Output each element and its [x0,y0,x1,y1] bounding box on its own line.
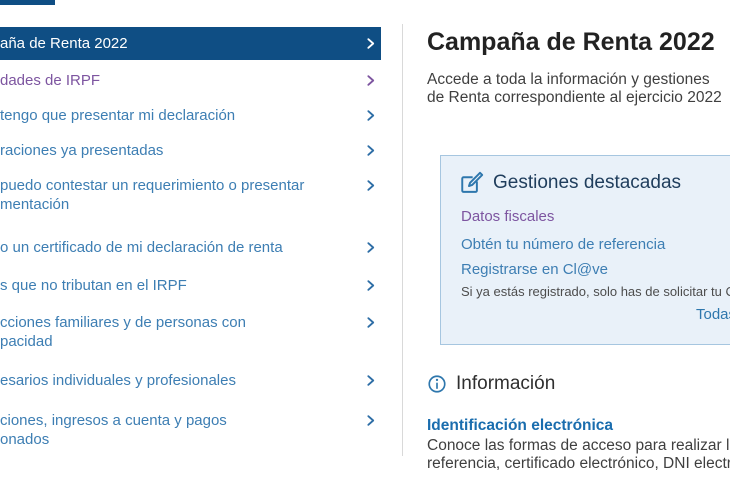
link-datos-fiscales[interactable]: Datos fiscales [461,208,555,225]
chevron-right-icon [364,414,377,427]
chevron-right-icon [364,179,377,192]
sidebar-menu: aña de Renta 2022 dades de IRPF tengo qu… [0,27,381,449]
sidebar-item-label: cciones familiares y de personas con pac… [0,314,246,350]
chevron-right-icon [364,241,377,254]
link-todas-gestiones[interactable]: Todas las gestiones [696,306,730,323]
sidebar-item-rentas-no-tributan[interactable]: s que no tributan en el IRPF [0,276,381,295]
sidebar-item-declaraciones-presentadas[interactable]: raciones ya presentadas [0,141,381,160]
sidebar-item-label: dades de IRPF [0,72,101,89]
link-identificacion-electronica[interactable]: Identificación electrónica [427,417,614,434]
featured-box-header: Gestiones destacadas [459,170,681,196]
sidebar-item-label: ciones, ingresos a cuenta y pagos onados [0,412,227,448]
chevron-right-icon [364,109,377,122]
info-section-header: Información [427,373,555,395]
sidebar-item-label: o un certificado de mi declaración de re… [0,239,283,256]
sidebar-item-retenciones-pagos[interactable]: ciones, ingresos a cuenta y pagos onados [0,411,381,449]
chevron-right-icon [364,316,377,329]
sidebar-divider [402,24,403,456]
info-icon [427,374,447,394]
sidebar-item-label: puedo contestar un requerimiento o prese… [0,177,305,213]
sidebar-item-label: tengo que presentar mi declaración [0,107,236,124]
sidebar-item-empresarios-profesionales[interactable]: esarios individuales y profesionales [0,371,381,390]
featured-box: Gestiones destacadas Datos fiscales Obté… [440,155,730,345]
identificacion-description: Conoce las formas de acceso para realiza… [427,437,730,472]
sidebar-item-campana-renta-2022[interactable]: aña de Renta 2022 [0,27,381,60]
link-registrarse-clave[interactable]: Registrarse en Cl@ve [461,261,608,278]
edit-icon [459,170,485,196]
sidebar-item-novedades-irpf[interactable]: dades de IRPF [0,71,381,90]
chevron-right-icon [364,144,377,157]
sidebar-item-presentar-declaracion[interactable]: tengo que presentar mi declaración [0,106,381,125]
featured-box-title: Gestiones destacadas [493,172,682,193]
page-title: Campaña de Renta 2022 [427,28,715,56]
chevron-right-icon [364,279,377,292]
sidebar-item-label: aña de Renta 2022 [0,35,128,52]
intro-text: Accede a toda la información y gestiones… [427,71,722,106]
chevron-right-icon [364,74,377,87]
chevron-right-icon [364,374,377,387]
sidebar-item-label: esarios individuales y profesionales [0,372,236,389]
sidebar-item-label: raciones ya presentadas [0,142,164,159]
sidebar-item-deducciones-familiares[interactable]: cciones familiares y de personas con pac… [0,313,381,351]
chevron-right-icon [364,37,377,50]
info-section-title: Información [456,373,556,394]
sidebar-item-certificado-renta[interactable]: o un certificado de mi declaración de re… [0,238,381,257]
sidebar-item-label: s que no tributan en el IRPF [0,277,187,294]
sidebar-item-requerimiento-documentacion[interactable]: puedo contestar un requerimiento o prese… [0,176,381,214]
clipped-header-fragment [0,0,55,5]
link-numero-referencia[interactable]: Obtén tu número de referencia [461,236,666,253]
clave-registered-note: Si ya estás registrado, solo has de soli… [461,284,730,299]
